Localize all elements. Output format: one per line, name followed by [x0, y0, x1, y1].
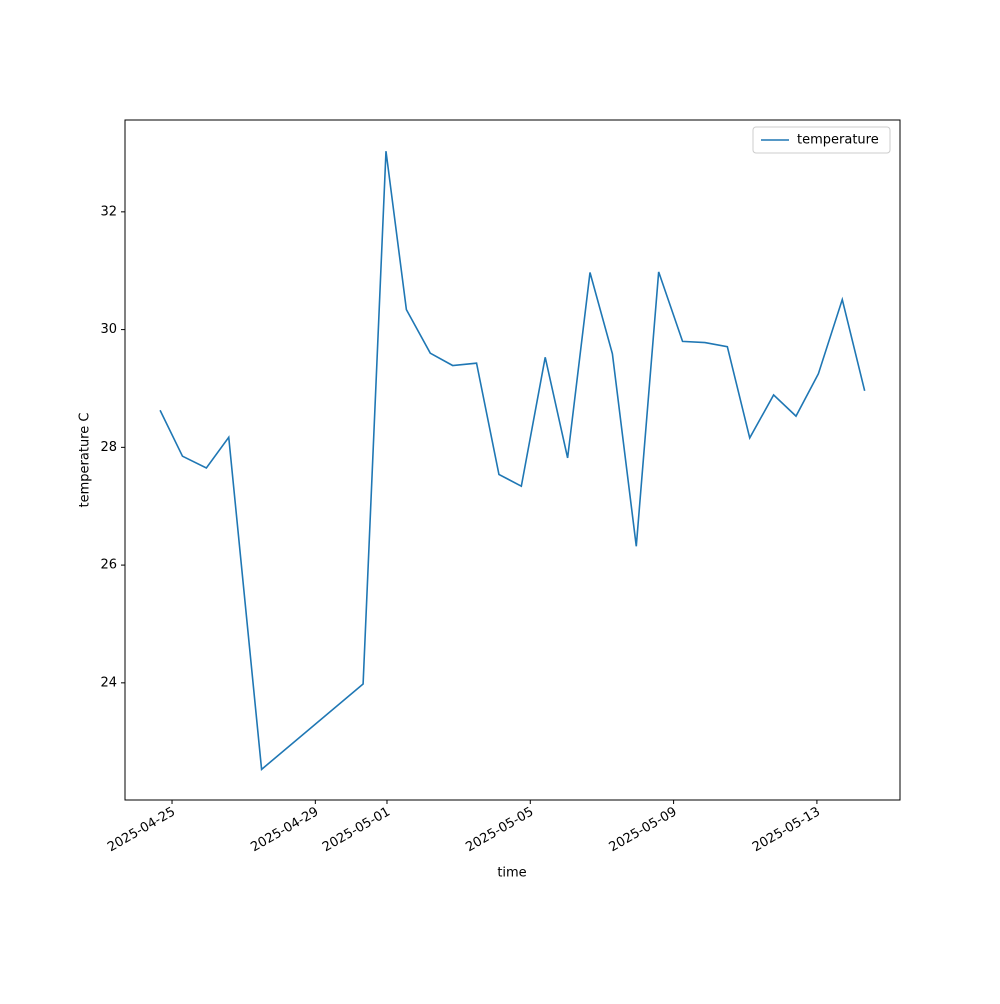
y-axis-label: temperature C — [78, 413, 93, 508]
y-tick-label: 32 — [100, 204, 117, 219]
y-tick-label: 24 — [100, 675, 117, 690]
x-tick-label: 2025-05-01 — [320, 804, 393, 855]
line — [159, 151, 866, 771]
legend: temperature — [752, 126, 891, 154]
y-tick-label: 28 — [100, 440, 117, 455]
x-axis-label: time — [497, 866, 526, 881]
x-tick-label: 2025-05-05 — [463, 804, 536, 855]
legend-label: temperature — [797, 133, 879, 148]
x-tick-label: 2025-05-13 — [750, 804, 823, 855]
y-tick-label: 30 — [100, 322, 117, 337]
x-tick-label: 2025-05-09 — [607, 804, 680, 855]
plot-frame — [124, 119, 901, 801]
x-tick-label: 2025-04-25 — [105, 804, 178, 855]
legend-box — [752, 126, 891, 154]
x-tick-label: 2025-04-29 — [248, 804, 321, 855]
y-tick-label: 26 — [100, 558, 117, 573]
